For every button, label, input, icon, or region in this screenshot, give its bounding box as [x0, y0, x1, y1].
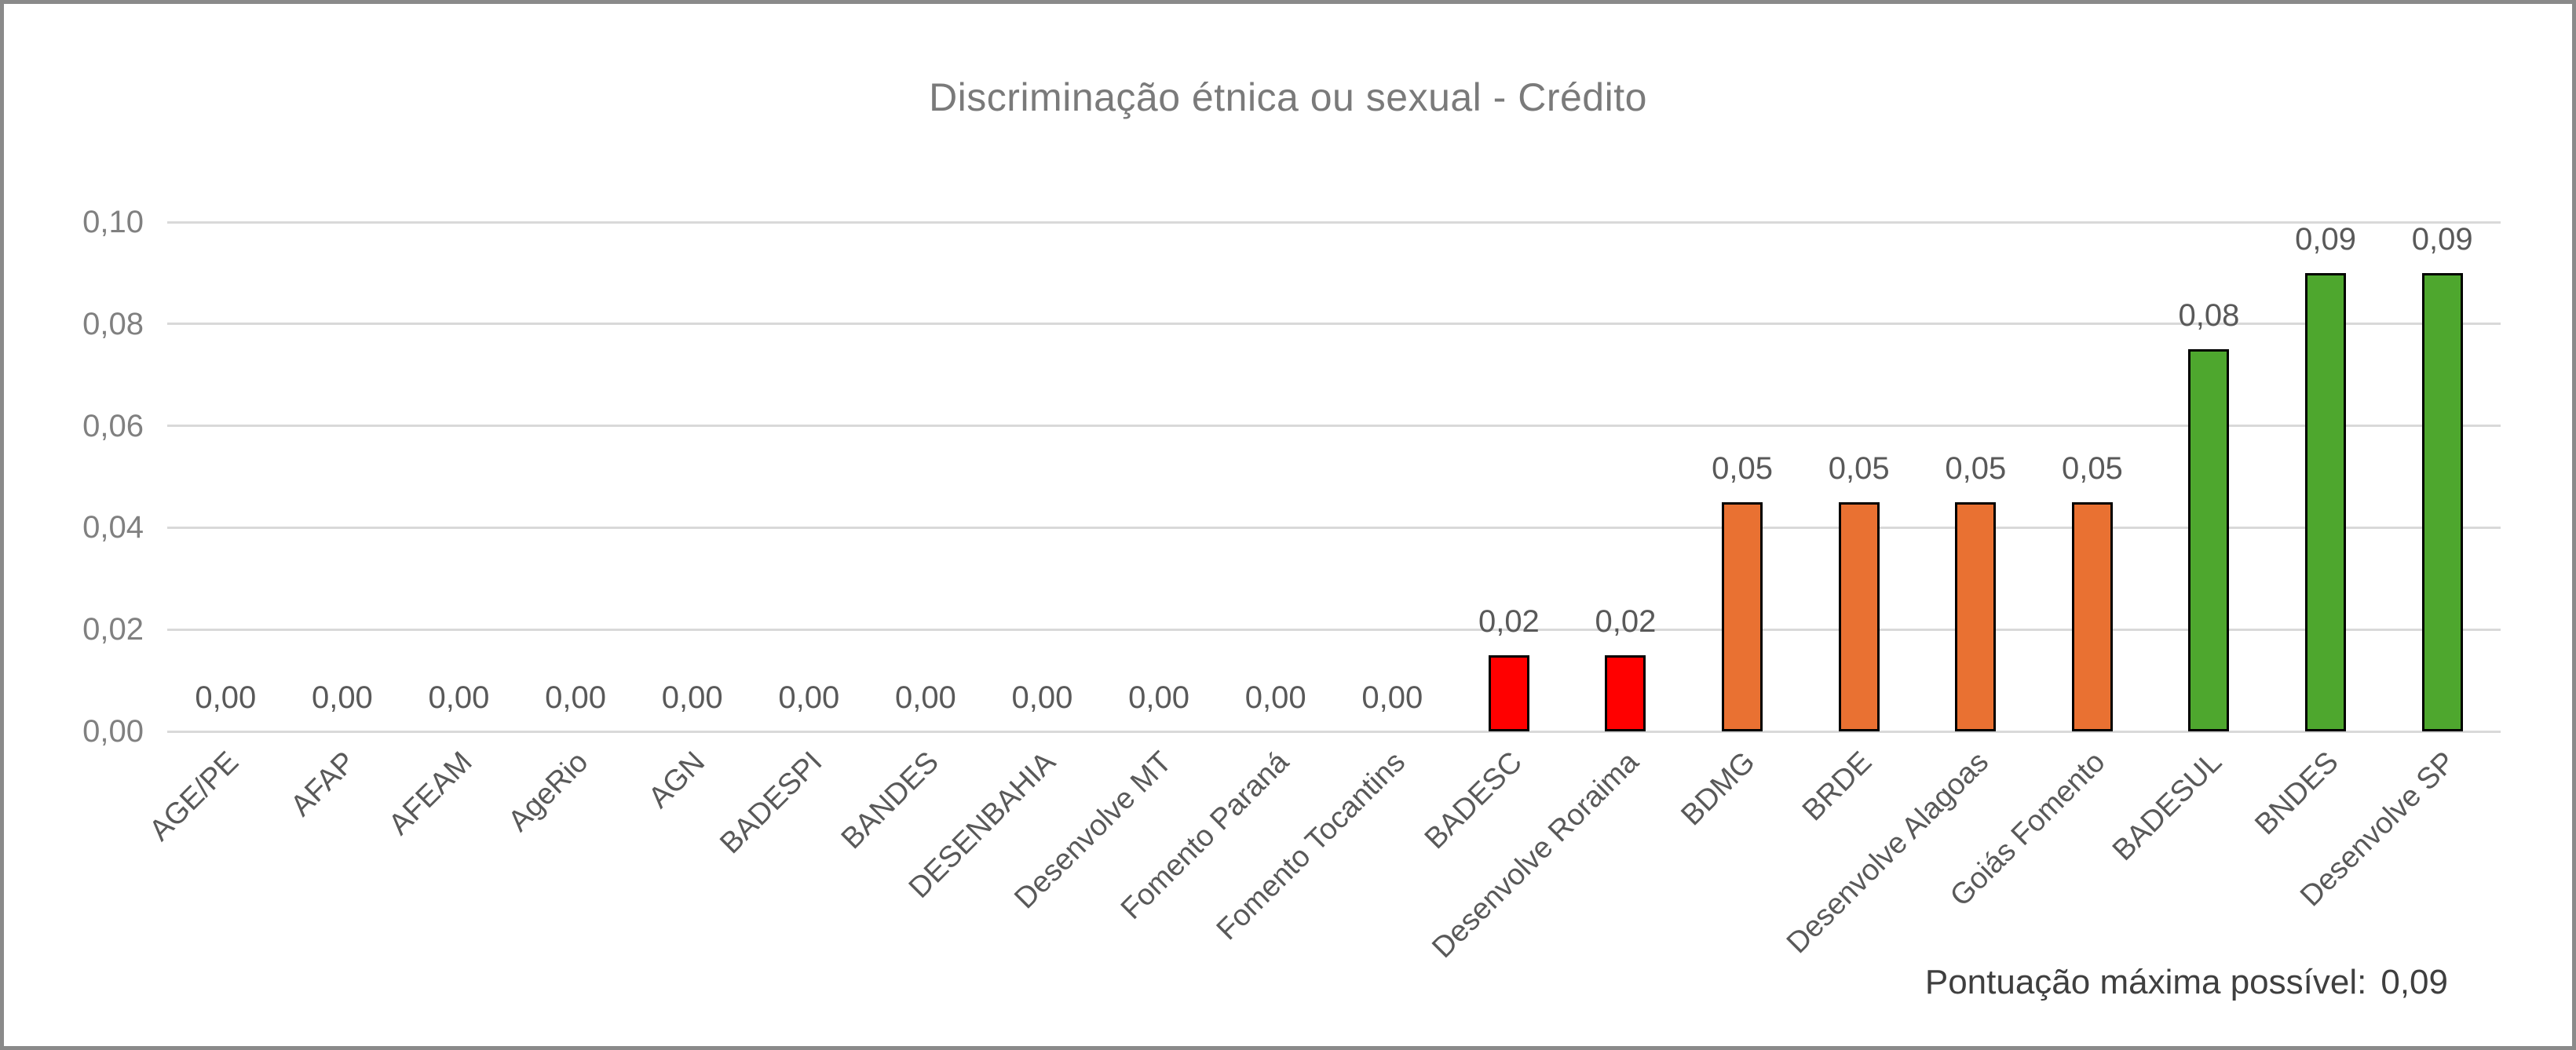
bar-slot: 0,05 — [1684, 222, 1801, 731]
bar-value-label: 0,00 — [1128, 680, 1190, 715]
bar-slot: 0,00 — [284, 222, 401, 731]
y-tick-label: 0,10 — [82, 205, 144, 239]
category-label: AFEAM — [382, 746, 479, 842]
gridline — [167, 730, 2501, 733]
category-label: BADESUL — [2106, 746, 2229, 868]
bar-value-label: 0,00 — [1361, 680, 1423, 715]
bar-slot: 0,05 — [1800, 222, 1917, 731]
category-label: BRDE — [1796, 746, 1879, 828]
bar-value-label: 0,00 — [1244, 680, 1306, 715]
y-tick-label: 0,02 — [82, 612, 144, 647]
chart-title: Discriminação étnica ou sexual - Crédito — [929, 75, 1647, 119]
bar-slot: 0,00 — [517, 222, 634, 731]
category-label: AGE/PE — [143, 746, 245, 848]
bar-slot: 0,02 — [1451, 222, 1568, 731]
gridline — [167, 526, 2501, 529]
gridline — [167, 425, 2501, 428]
category-label: AgeRio — [502, 746, 595, 838]
bar-value-label: 0,00 — [778, 680, 840, 715]
bar-slot: 0,00 — [167, 222, 284, 731]
bar-slot: 0,00 — [984, 222, 1101, 731]
bar-value-label: 0,00 — [195, 680, 257, 715]
bar-value-label: 0,05 — [1828, 450, 1890, 486]
category-label: BADESC — [1418, 746, 1529, 856]
bar — [2071, 501, 2113, 731]
gridline — [167, 628, 2501, 631]
category-label: Desenvolve Alagoas — [1780, 746, 1995, 961]
bar-slot: 0,00 — [1217, 222, 1334, 731]
bar-value-label: 0,02 — [1478, 603, 1540, 639]
footer-note: Pontuação máxima possível: 0,09 — [1925, 963, 2448, 1002]
bar-slot: 0,09 — [2267, 222, 2384, 731]
bar-value-label: 0,00 — [661, 680, 723, 715]
gridline — [167, 221, 2501, 224]
bar-value-label: 0,09 — [2295, 222, 2357, 257]
bar-slot: 0,05 — [1917, 222, 2034, 731]
bar-slot: 0,02 — [1567, 222, 1684, 731]
bar — [1605, 654, 1646, 731]
bar — [2188, 349, 2230, 731]
bar-value-label: 0,00 — [894, 680, 956, 715]
bar-value-label: 0,05 — [2061, 450, 2123, 486]
category-label: Desenvolve Roraima — [1426, 746, 1646, 965]
bar — [1722, 501, 1763, 731]
bar-value-label: 0,00 — [545, 680, 607, 715]
bar-value-label: 0,08 — [2178, 298, 2240, 334]
bar-slot: 0,00 — [751, 222, 868, 731]
y-tick-label: 0,08 — [82, 306, 144, 341]
bar-value-label: 0,00 — [428, 680, 490, 715]
category-label: AFAP — [284, 746, 362, 823]
bar-value-label: 0,09 — [2411, 222, 2473, 257]
y-tick-label: 0,00 — [82, 714, 144, 749]
bar-slot: 0,00 — [634, 222, 751, 731]
bar — [1955, 501, 1997, 731]
category-label: BANDES — [835, 746, 945, 856]
bar-value-label: 0,05 — [1712, 450, 1774, 486]
y-tick-label: 0,04 — [82, 510, 144, 545]
footer-value: 0,09 — [2381, 963, 2448, 1001]
bar-slot: 0,00 — [1334, 222, 1451, 731]
category-label: BADESPI — [713, 746, 828, 861]
bar-value-label: 0,00 — [311, 680, 373, 715]
y-tick-label: 0,06 — [82, 408, 144, 443]
plot-area: 0,00 AGE/PE 0,00 AFAP 0,00 AFEAM 0,00 AgeRio 0,0… — [143, 221, 2501, 964]
footer-label: Pontuação máxima possível: — [1924, 963, 2367, 1001]
bar — [2421, 273, 2463, 731]
category-label: BDMG — [1675, 746, 1762, 833]
bar-value-label: 0,05 — [1945, 450, 2007, 486]
bar-slot: 0,08 — [2150, 222, 2267, 731]
bar-slot: 0,09 — [2384, 222, 2501, 731]
category-label: AGN — [642, 746, 712, 815]
bar-slot: 0,00 — [400, 222, 517, 731]
bar — [2305, 273, 2347, 731]
gridline — [167, 323, 2501, 326]
bar-slot: 0,05 — [2034, 222, 2151, 731]
bar-slot: 0,00 — [1101, 222, 1218, 731]
bar — [1488, 654, 1529, 731]
bar-value-label: 0,02 — [1595, 603, 1657, 639]
category-label: BNDES — [2249, 746, 2345, 842]
bar — [1838, 501, 1880, 731]
bar-value-label: 0,00 — [1011, 680, 1073, 715]
bar-slot: 0,00 — [868, 222, 985, 731]
